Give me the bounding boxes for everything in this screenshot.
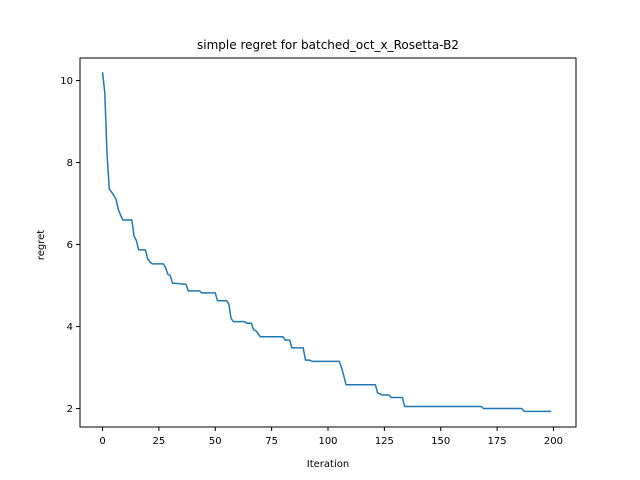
x-tick-label: 150 <box>431 436 450 447</box>
y-axis-ticks: 2 4 6 8 10 <box>60 76 80 415</box>
x-tick-label: 200 <box>544 436 563 447</box>
y-tick-label: 6 <box>67 240 73 251</box>
y-tick-label: 2 <box>67 404 73 415</box>
y-tick-label: 8 <box>67 158 73 169</box>
x-tick-label: 50 <box>209 436 222 447</box>
x-tick-label: 25 <box>153 436 166 447</box>
regret-series-line <box>101 72 552 413</box>
x-tick-label: 75 <box>265 436 278 447</box>
chart-title: simple regret for batched_oct_x_Rosetta-… <box>197 38 459 52</box>
plot-area <box>101 72 552 413</box>
y-axis-label: regret <box>36 230 47 260</box>
x-tick-label: 100 <box>318 436 337 447</box>
x-tick-label: 0 <box>99 436 105 447</box>
x-axis-ticks: 0 25 50 75 100 125 150 175 200 <box>99 427 563 447</box>
x-tick-label: 125 <box>375 436 394 447</box>
y-tick-label: 4 <box>67 322 73 333</box>
y-tick-label: 10 <box>60 76 73 87</box>
x-axis-label: Iteration <box>307 459 349 470</box>
x-tick-label: 175 <box>488 436 507 447</box>
